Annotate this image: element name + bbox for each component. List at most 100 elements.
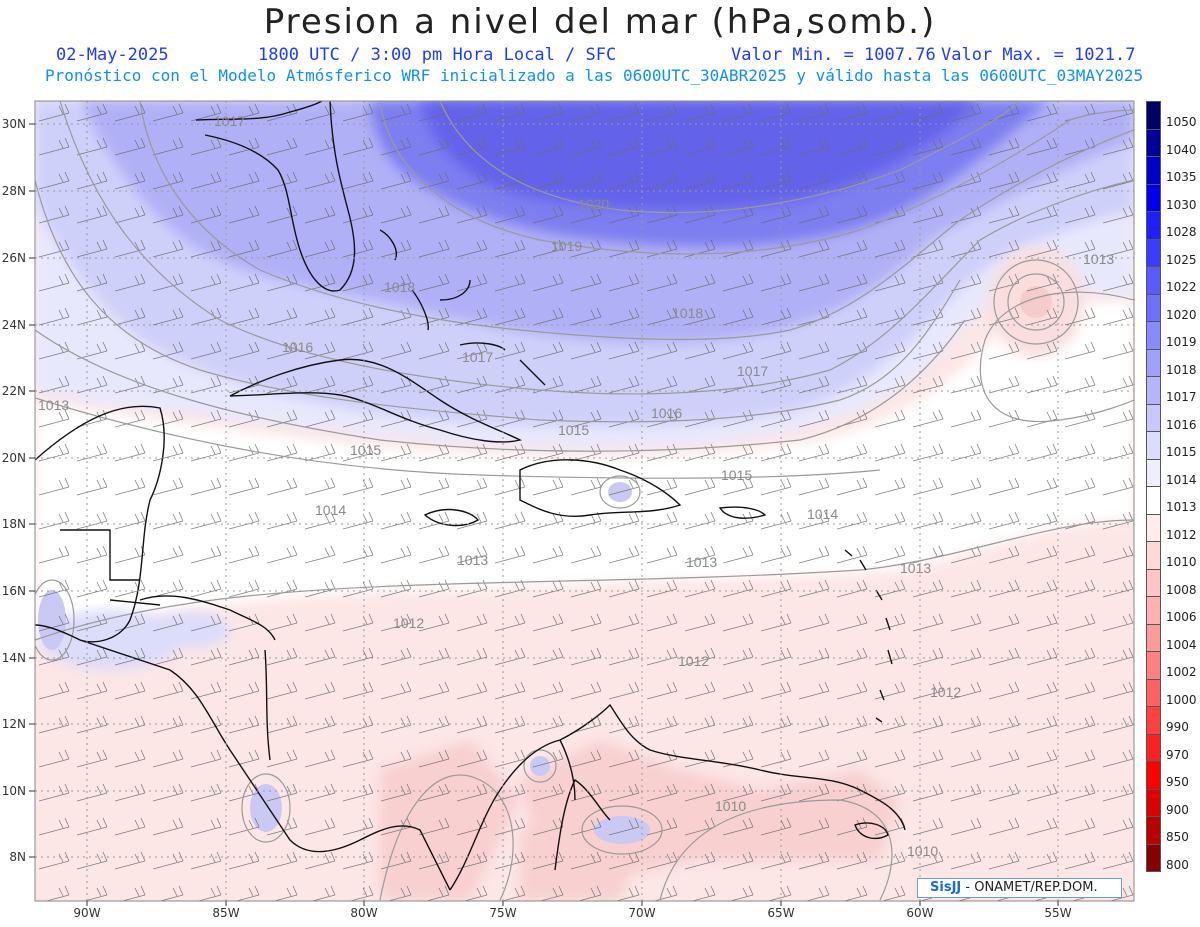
colorbar-label: 1015 xyxy=(1166,445,1197,459)
colorbar-swatch xyxy=(1146,101,1161,130)
colorbar-label: 1002 xyxy=(1166,665,1197,679)
isobar-label: 1010 xyxy=(715,798,746,814)
lon-label-75w: 75W xyxy=(489,906,517,920)
colorbar-swatch xyxy=(1146,128,1161,157)
isobar-label: 1015 xyxy=(350,442,381,458)
colorbar-swatch xyxy=(1146,486,1161,515)
isobar-label: 1014 xyxy=(315,502,346,518)
colorbar-swatch xyxy=(1146,513,1161,542)
isobar-label: 1013 xyxy=(900,560,931,576)
colorbar-swatch xyxy=(1146,183,1161,212)
colorbar-label: 1000 xyxy=(1166,692,1197,707)
isobar-label: 1020 xyxy=(578,196,609,212)
colorbar-swatch xyxy=(1146,816,1161,845)
colorbar-label: 1019 xyxy=(1166,335,1197,349)
wind-barbs xyxy=(35,101,1134,901)
lon-label-80w: 80W xyxy=(350,906,378,920)
lon-label-65w: 65W xyxy=(767,906,795,920)
isobar-label: 1018 xyxy=(384,279,415,295)
colorbar-swatch xyxy=(1146,843,1161,872)
colorbar-swatch xyxy=(1146,293,1161,322)
colorbar-label: 1008 xyxy=(1166,582,1197,597)
lon-label-60w: 60W xyxy=(906,906,934,920)
colorbar-label: 1017 xyxy=(1166,390,1197,404)
lat-label-30n: 30N xyxy=(1,117,26,131)
colorbar-swatch xyxy=(1146,788,1161,817)
forecast-date: 02-May-2025 xyxy=(56,45,169,65)
colorbar-label: 1035 xyxy=(1166,170,1197,184)
isobar-label: 1012 xyxy=(678,653,709,669)
colorbar-label: 1006 xyxy=(1166,610,1197,624)
isobar-label: 1019 xyxy=(551,238,582,254)
colorbar-label: 990 xyxy=(1166,720,1189,734)
lon-label-55w: 55W xyxy=(1044,906,1072,920)
lat-label-10n: 10N xyxy=(1,784,26,798)
lat-label-12n: 12N xyxy=(1,717,26,731)
sisjj-logo-suffix: JJ xyxy=(951,880,962,895)
isobar-label: 1012 xyxy=(930,684,961,700)
forecast-time: 1800 UTC / 3:00 pm Hora Local / SFC xyxy=(258,45,617,65)
colorbar-swatch xyxy=(1146,733,1161,762)
colorbar-swatch xyxy=(1146,651,1161,680)
isobar-label: 1013 xyxy=(457,552,488,568)
colorbar-label: 1020 xyxy=(1166,307,1197,322)
colorbar-label: 1040 xyxy=(1166,142,1197,157)
lat-label-28n: 28N xyxy=(1,184,26,198)
colorbar-label: 1022 xyxy=(1166,280,1197,294)
sisjj-logo: Sis xyxy=(930,880,952,895)
isobar-label: 1013 xyxy=(1083,251,1114,267)
max-value: Valor Max. = 1021.7 xyxy=(941,45,1136,65)
isobar-label: 1016 xyxy=(651,405,682,421)
colorbar-swatch xyxy=(1146,266,1161,295)
colorbar-label: 1028 xyxy=(1166,225,1197,239)
map-area: 1017 1020 1019 1018 1018 1017 1016 1017 … xyxy=(35,101,1134,901)
colorbar-label: 850 xyxy=(1166,830,1189,844)
lon-label-90w: 90W xyxy=(73,906,101,920)
colorbar-label: 1010 xyxy=(1166,555,1197,569)
isobar-label: 1014 xyxy=(807,506,838,522)
isobars xyxy=(35,101,1134,901)
lon-label-70w: 70W xyxy=(628,906,656,920)
isobar-label: 1018 xyxy=(672,305,703,321)
map-title: Presion a nivel del mar (hPa,somb.) xyxy=(263,2,937,42)
colorbar-swatch xyxy=(1146,403,1161,432)
lat-label-18n: 18N xyxy=(1,517,26,531)
axis-ticks xyxy=(29,123,1059,906)
colorbar-label: 1025 xyxy=(1166,252,1197,267)
colorbar-label: 1050 xyxy=(1166,115,1197,129)
colorbar-label: 970 xyxy=(1166,747,1189,762)
colorbar-swatch xyxy=(1146,706,1161,735)
colorbar-swatch xyxy=(1146,156,1161,185)
isobar-label: 1015 xyxy=(721,467,752,483)
colorbar-label: 950 xyxy=(1166,775,1189,789)
isobar-label: 1017 xyxy=(214,113,245,129)
isobar-label: 1013 xyxy=(686,554,717,570)
model-info: Pronóstico con el Modelo Atmósferico WRF… xyxy=(45,66,1144,85)
isobar-label: 1017 xyxy=(462,349,493,365)
map-frame xyxy=(34,100,1135,902)
lon-label-85w: 85W xyxy=(212,906,240,920)
colorbar-label: 800 xyxy=(1166,857,1189,872)
colorbar-swatch xyxy=(1146,678,1161,707)
colorbar-swatch xyxy=(1146,431,1161,460)
colorbar-swatch xyxy=(1146,376,1161,405)
isobar-label: 1017 xyxy=(737,363,768,379)
lat-label-14n: 14N xyxy=(1,651,26,665)
isobar-label-group: 1017 1020 1019 1018 1018 1017 1016 1017 … xyxy=(38,113,1114,859)
colorbar-label: 1030 xyxy=(1166,197,1197,212)
lat-label-22n: 22N xyxy=(1,384,26,398)
colorbar-swatch xyxy=(1146,321,1161,350)
lat-label-26n: 26N xyxy=(1,251,26,265)
colorbar-swatch xyxy=(1146,596,1161,625)
lat-lon-grid xyxy=(35,101,1134,901)
colorbar-swatch xyxy=(1146,541,1161,570)
colorbar-label: 1014 xyxy=(1166,472,1197,487)
lat-label-16n: 16N xyxy=(1,584,26,598)
coastlines xyxy=(35,101,906,891)
colorbar-swatch xyxy=(1146,623,1161,652)
colorbar-swatch xyxy=(1146,458,1161,487)
colorbar-label: 1012 xyxy=(1166,527,1197,542)
lat-label-8n: 8N xyxy=(9,850,26,864)
credit-box: SisJJ - ONAMET/REP.DOM. xyxy=(917,878,1122,898)
